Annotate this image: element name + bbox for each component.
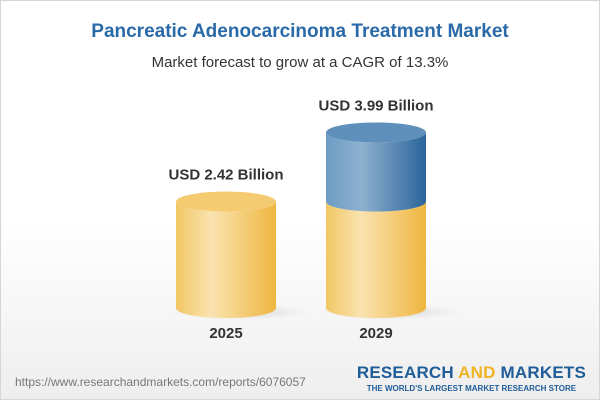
category-label: 2029 [359,325,392,342]
data-label: USD 3.99 Billion [318,97,433,114]
bar-2025 [176,201,276,318]
bar-top-2025 [176,191,276,212]
research-and-markets-logo: RESEARCH AND MARKETS THE WORLD'S LARGEST… [356,363,586,394]
logo-text-markets: MARKETS [495,363,586,382]
bar-growth-segment-2029 [326,132,426,212]
source-url[interactable]: https://www.researchandmarkets.com/repor… [15,375,306,389]
chart-title: Pancreatic Adenocarcinoma Treatment Mark… [91,21,509,42]
category-label: 2025 [209,325,242,342]
chart-subtitle: Market forecast to grow at a CAGR of 13.… [151,54,449,71]
logo-text-research: RESEARCH [356,363,459,382]
logo-text-and: AND [458,363,496,382]
data-label: USD 2.42 Billion [168,167,283,184]
bar-top-2029 [326,122,426,143]
bar-base-segment-2029 [326,201,426,318]
logo-tagline: THE WORLD'S LARGEST MARKET RESEARCH STOR… [366,384,577,393]
